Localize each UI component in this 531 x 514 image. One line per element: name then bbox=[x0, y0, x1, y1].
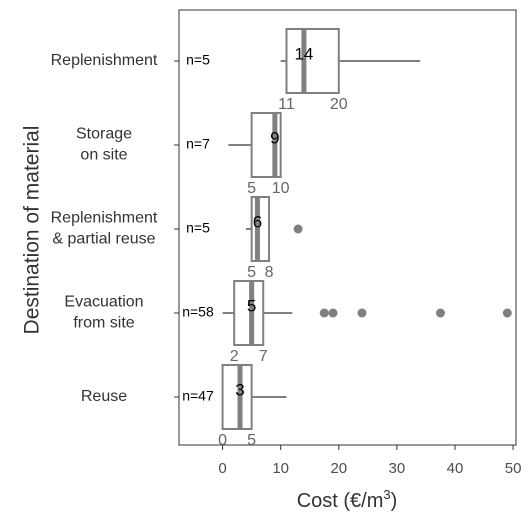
q3-label: 10 bbox=[272, 180, 290, 197]
box-iqr bbox=[285, 28, 340, 94]
q1-label: 2 bbox=[230, 348, 239, 365]
box-2: n=5 6 5 8 bbox=[186, 196, 303, 281]
outlier-point bbox=[435, 308, 445, 318]
x-axis-label: Cost (€/m3) bbox=[297, 487, 398, 512]
x-tick-label: 40 bbox=[447, 460, 464, 477]
median-label: 14 bbox=[294, 44, 313, 63]
outlier-point bbox=[328, 308, 338, 318]
median-label: 9 bbox=[270, 128, 279, 147]
q1-label: 5 bbox=[247, 264, 256, 281]
box-1: n=7 9 5 10 bbox=[186, 112, 290, 197]
q3-label: 7 bbox=[259, 348, 268, 365]
category-label: & partial reuse bbox=[52, 231, 155, 248]
box-0: n=5 14 11 20 bbox=[186, 28, 421, 113]
n-label: n=47 bbox=[182, 388, 214, 404]
category-label: Storage bbox=[76, 126, 132, 143]
x-axis-label-sup: 3 bbox=[383, 487, 390, 502]
x-tick-label: 30 bbox=[389, 460, 406, 477]
box-iqr bbox=[233, 280, 265, 346]
q3-label: 20 bbox=[330, 96, 348, 113]
q3-label: 8 bbox=[265, 264, 274, 281]
median-label: 3 bbox=[235, 380, 244, 399]
q1-label: 0 bbox=[218, 432, 227, 449]
outlier-point bbox=[293, 224, 303, 234]
outlier-point bbox=[319, 308, 329, 318]
n-label: n=5 bbox=[186, 220, 210, 236]
n-label: n=58 bbox=[182, 304, 214, 320]
median-label: 6 bbox=[253, 212, 262, 231]
category-label: Replenishment bbox=[51, 52, 158, 69]
x-tick-label: 50 bbox=[505, 460, 522, 477]
category-label: on site bbox=[80, 147, 127, 164]
n-label: n=5 bbox=[186, 52, 210, 68]
outlier-point bbox=[357, 308, 367, 318]
box-iqr bbox=[221, 364, 253, 430]
x-tick-label: 10 bbox=[272, 460, 289, 477]
outlier-point bbox=[502, 308, 512, 318]
category-label: from site bbox=[73, 315, 134, 332]
q3-label: 5 bbox=[247, 432, 256, 449]
box-4: n=47 3 0 5 bbox=[182, 364, 287, 449]
y-axis-label: Destination of material bbox=[21, 126, 44, 335]
q1-label: 5 bbox=[247, 180, 256, 197]
n-label: n=7 bbox=[186, 136, 210, 152]
q1-label: 11 bbox=[278, 96, 295, 113]
x-tick-label: 20 bbox=[330, 460, 347, 477]
category-label: Evacuation bbox=[64, 294, 143, 311]
category-label: Replenishment bbox=[51, 210, 158, 227]
x-tick-label: 0 bbox=[218, 460, 226, 477]
median-label: 5 bbox=[247, 296, 256, 315]
box-3: n=58 5 2 7 bbox=[182, 280, 512, 365]
x-axis-label-main: Cost (€/m bbox=[297, 490, 384, 512]
x-axis-label-close: ) bbox=[391, 490, 398, 512]
category-label: Reuse bbox=[81, 388, 127, 405]
